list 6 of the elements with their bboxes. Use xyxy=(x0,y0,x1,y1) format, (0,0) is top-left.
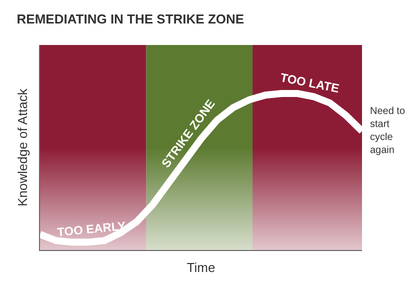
x-axis-title: Time xyxy=(186,260,216,275)
annotation: TOO EARLY xyxy=(56,218,126,240)
chart-title: REMEDIATING IN THE STRIKE ZONE xyxy=(16,11,244,26)
annotation: TOO LATE xyxy=(279,70,340,96)
text: Need to start cycle again xyxy=(370,106,406,156)
y-axis-title: Knowledge of Attack xyxy=(14,88,30,206)
